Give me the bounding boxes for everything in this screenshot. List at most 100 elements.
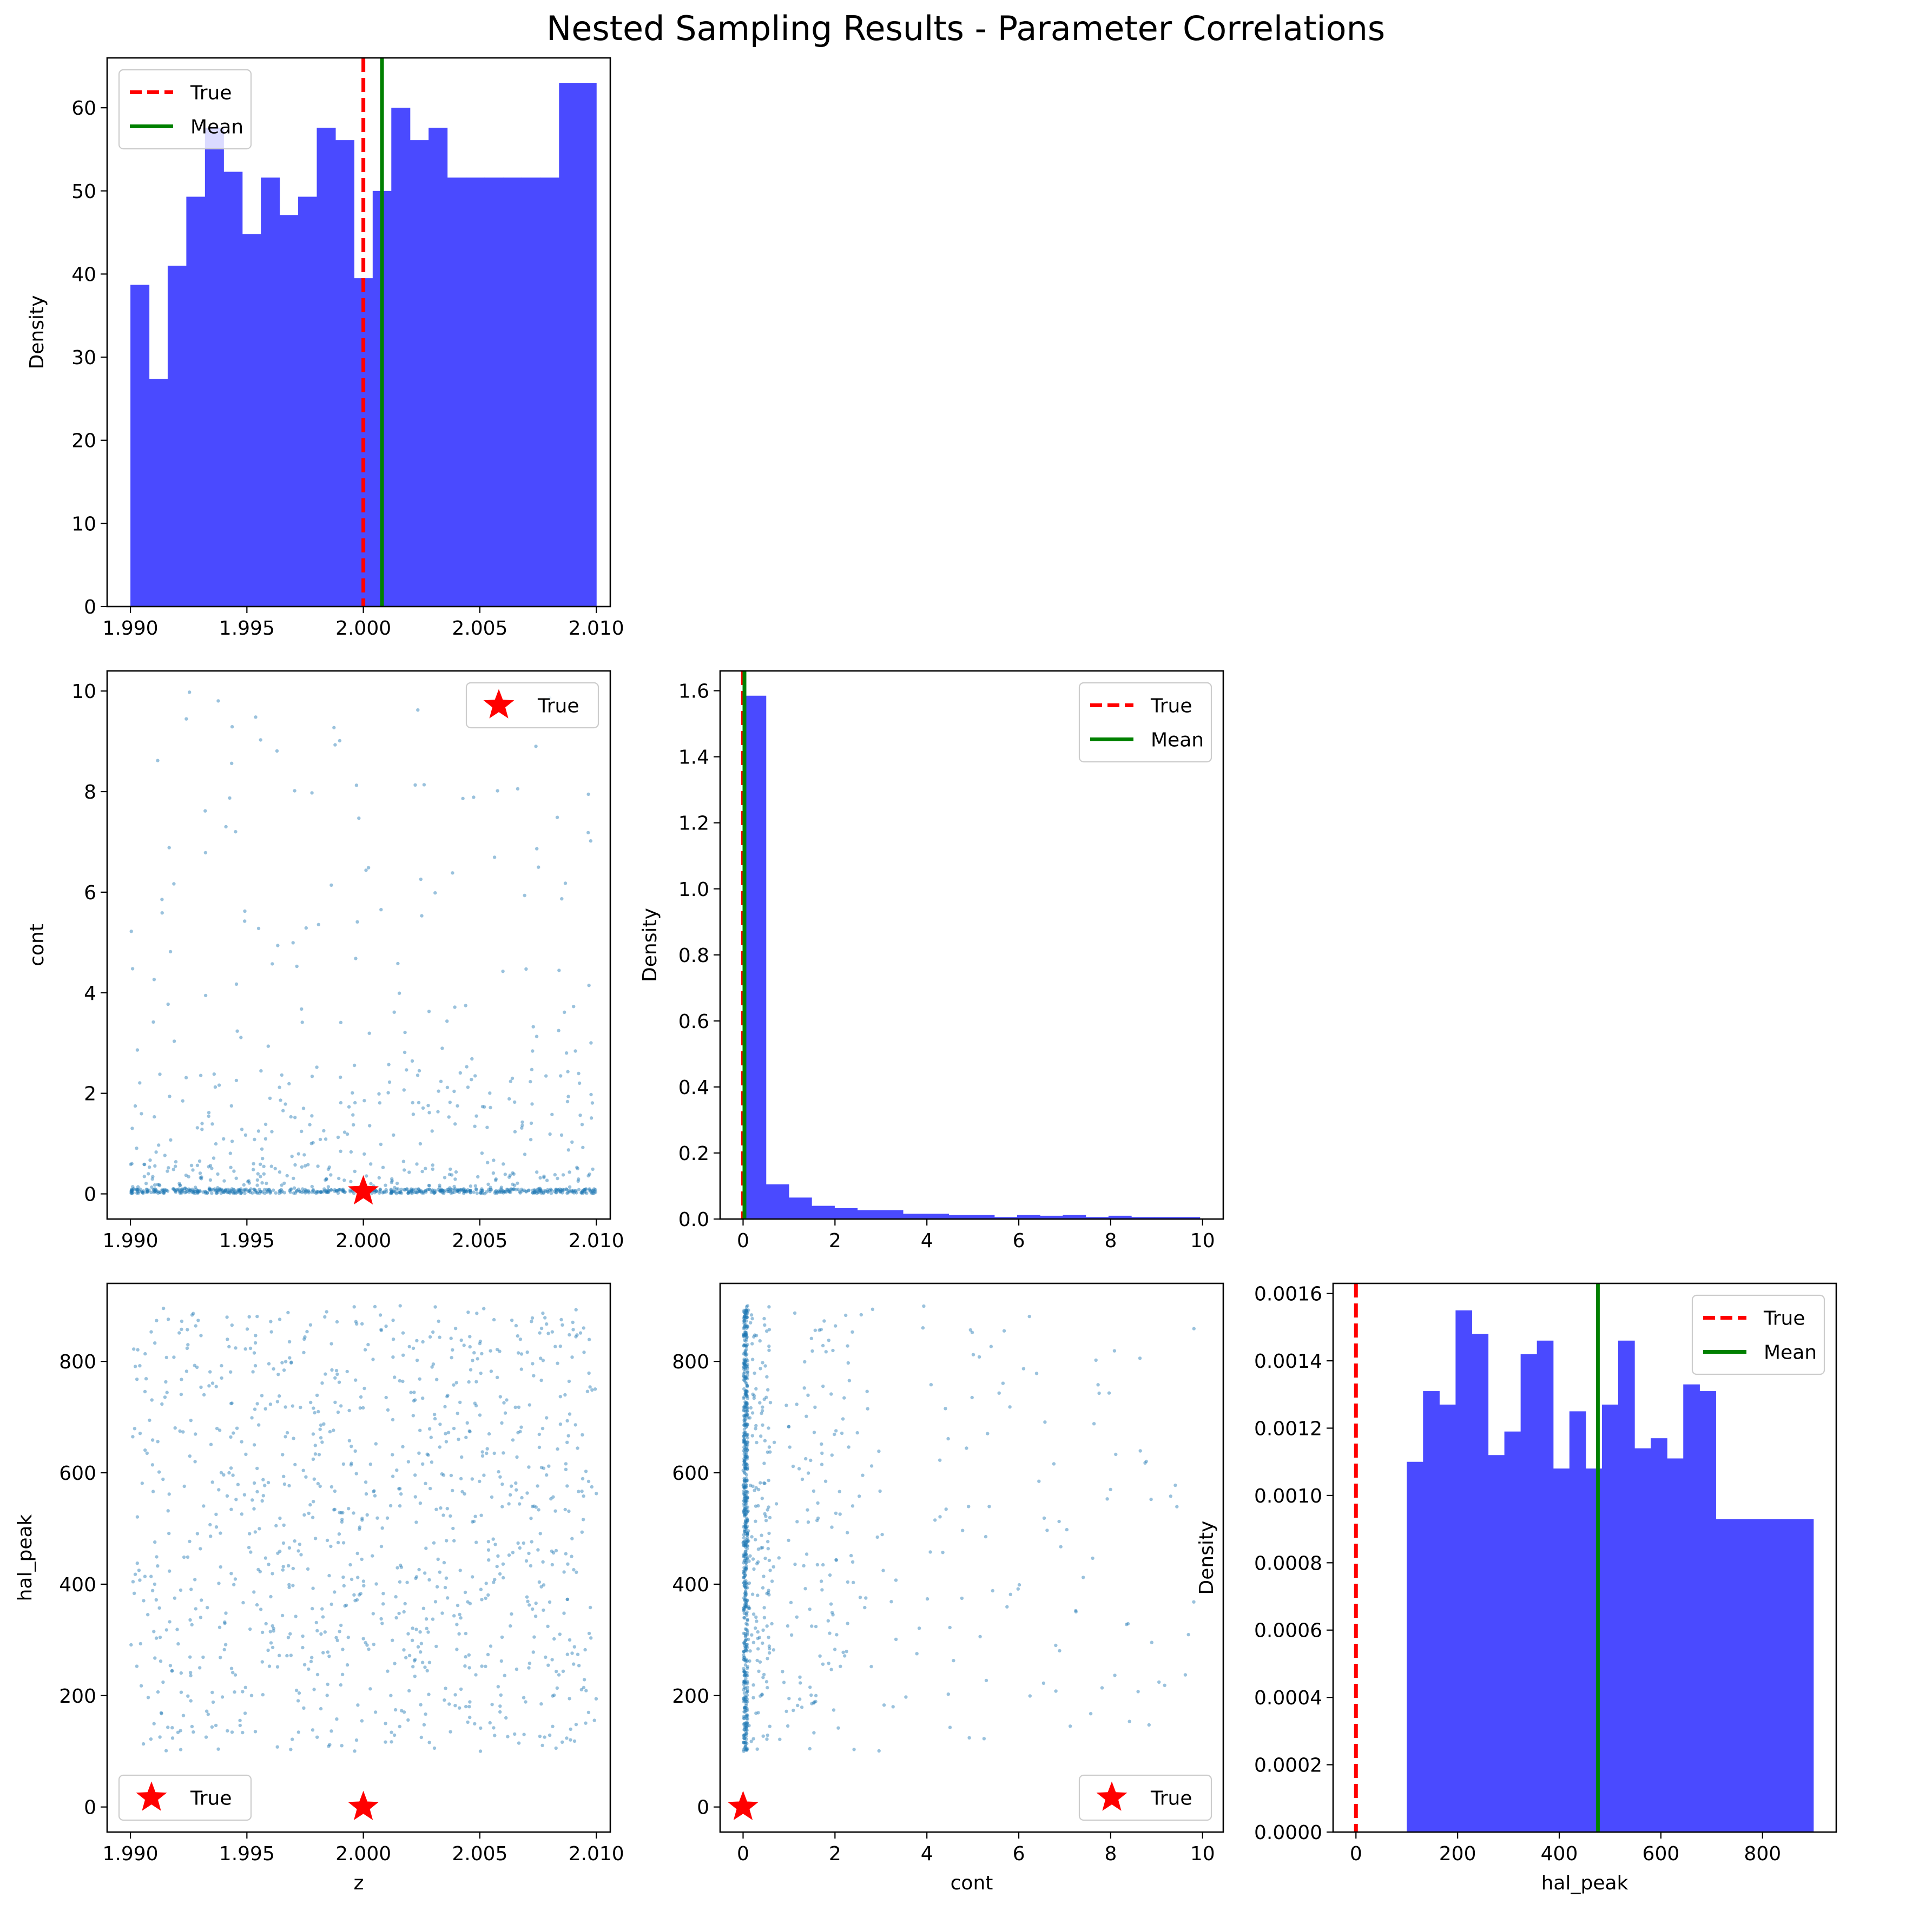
scatter-point xyxy=(420,1661,425,1664)
y-tick-label: 0.0014 xyxy=(1254,1351,1322,1373)
scatter-point xyxy=(207,1188,211,1191)
y-tick-label: 6 xyxy=(84,882,96,904)
scatter-point xyxy=(282,1368,286,1372)
scatter-point xyxy=(1112,1349,1117,1353)
scatter-point xyxy=(294,1189,299,1193)
scatter-point xyxy=(829,1602,833,1606)
scatter-point xyxy=(228,796,232,800)
scatter-point xyxy=(921,1326,925,1330)
scatter-point xyxy=(565,1652,570,1656)
scatter-point xyxy=(130,1127,134,1130)
scatter-point xyxy=(308,1123,312,1127)
scatter-point xyxy=(234,982,239,986)
scatter-point xyxy=(830,1525,834,1529)
scatter-point xyxy=(166,1002,170,1006)
scatter-point xyxy=(970,1330,974,1334)
scatter-point xyxy=(295,1189,299,1193)
scatter-point xyxy=(586,792,590,796)
scatter-point xyxy=(743,1423,747,1427)
scatter-point xyxy=(1041,1681,1046,1685)
scatter-point xyxy=(269,1641,273,1645)
scatter-point xyxy=(348,1563,352,1567)
scatter-point xyxy=(755,1747,759,1751)
scatter-point xyxy=(745,1499,749,1503)
scatter-point xyxy=(138,1432,142,1435)
x-tick-label: 1.990 xyxy=(103,617,159,640)
scatter-point xyxy=(260,1394,264,1398)
x-tick-label: 1.995 xyxy=(219,1843,275,1865)
scatter-point xyxy=(326,1185,331,1189)
scatter-point xyxy=(267,1188,271,1191)
scatter-point xyxy=(500,1190,504,1194)
scatter-point xyxy=(747,1539,750,1543)
scatter-point xyxy=(1021,1367,1026,1371)
scatter-point xyxy=(283,1405,287,1409)
scatter-point xyxy=(410,1189,413,1194)
scatter-point xyxy=(948,1625,952,1630)
scatter-point xyxy=(583,1189,587,1193)
scatter-point xyxy=(391,1474,395,1478)
scatter-point xyxy=(236,1483,240,1486)
scatter-point xyxy=(761,1676,765,1679)
scatter-point xyxy=(742,1653,746,1657)
scatter-point xyxy=(742,1502,746,1506)
scatter-point xyxy=(474,1540,478,1544)
scatter-point xyxy=(352,1123,355,1127)
scatter-point xyxy=(559,1189,563,1193)
scatter-point xyxy=(551,1724,555,1728)
scatter-point xyxy=(186,1694,190,1698)
scatter-point xyxy=(745,1544,749,1547)
scatter-point xyxy=(384,1183,387,1187)
axes-frame xyxy=(719,1282,1224,1833)
scatter-point xyxy=(742,1741,746,1744)
scatter-point xyxy=(749,1313,754,1317)
scatter-point xyxy=(743,1367,748,1371)
scatter-point xyxy=(744,1552,748,1557)
scatter-point xyxy=(742,1616,746,1619)
scatter-point xyxy=(554,1191,558,1195)
scatter-point xyxy=(466,1085,470,1089)
scatter-point xyxy=(515,1488,518,1492)
scatter-point xyxy=(451,1526,455,1531)
scatter-point xyxy=(161,1680,165,1684)
scatter-point xyxy=(478,1339,482,1343)
legend-entry: True xyxy=(1096,1781,1192,1811)
scatter-point xyxy=(581,1189,585,1193)
scatter-point xyxy=(159,1711,163,1715)
scatter-point xyxy=(479,1191,483,1195)
scatter-point xyxy=(743,1314,747,1318)
scatter-point xyxy=(483,1105,486,1109)
scatter-point xyxy=(262,1172,266,1176)
scatter-point xyxy=(235,1426,239,1430)
scatter-point xyxy=(296,1152,300,1156)
scatter-point xyxy=(742,1748,746,1751)
scatter-point xyxy=(243,1711,247,1715)
scatter-point xyxy=(402,1710,406,1714)
scatter-point xyxy=(135,1190,140,1194)
scatter-point xyxy=(1107,1391,1111,1395)
scatter-point xyxy=(803,1587,807,1591)
scatter-point xyxy=(744,1645,748,1649)
scatter-point xyxy=(744,1500,748,1504)
scatter-point xyxy=(172,1187,175,1191)
scatter-point xyxy=(129,1191,133,1195)
scatter-point xyxy=(745,1533,749,1537)
scatter-point xyxy=(1089,1712,1093,1716)
scatter-point xyxy=(280,1183,283,1187)
scatter-point xyxy=(255,1466,259,1471)
scatter-point xyxy=(573,1049,577,1053)
hist-bar xyxy=(205,128,224,607)
scatter-point xyxy=(743,1722,747,1725)
scatter-point xyxy=(262,1164,266,1168)
hist-bar xyxy=(766,1184,789,1219)
scatter-point xyxy=(214,1142,218,1146)
scatter-point xyxy=(406,1191,410,1195)
scatter-point xyxy=(161,1188,165,1193)
scatter-point xyxy=(438,1183,441,1187)
scatter-point xyxy=(744,1400,749,1405)
scatter-point xyxy=(135,1515,140,1519)
scatter-point xyxy=(292,1191,296,1195)
scatter-point xyxy=(743,1494,748,1498)
scatter-point xyxy=(565,1736,569,1740)
